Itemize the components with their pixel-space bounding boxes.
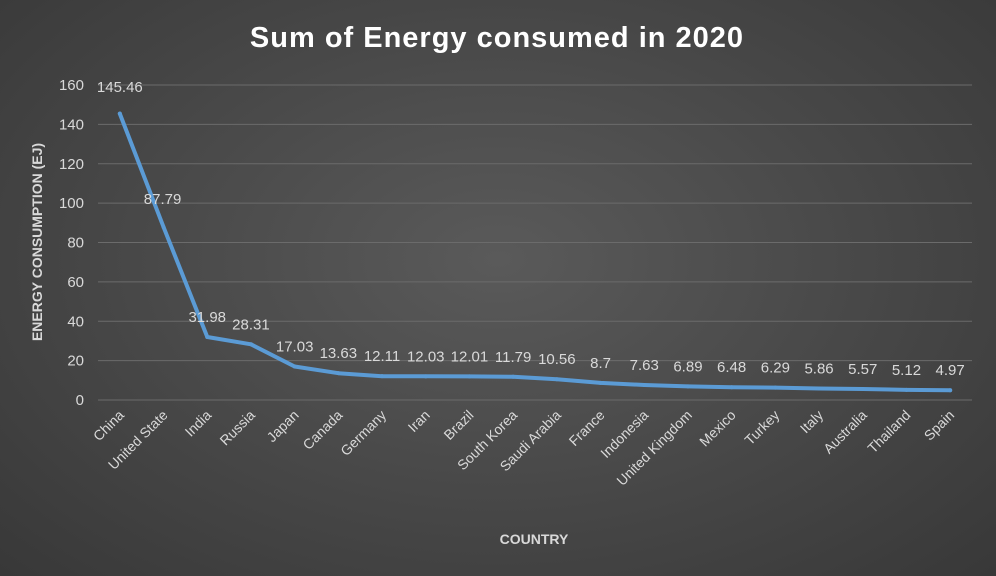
- data-point: [685, 384, 690, 389]
- data-point: [904, 387, 909, 392]
- x-tick-label: Russia: [216, 407, 258, 449]
- data-label: 7.63: [630, 357, 659, 374]
- x-tick-label: China: [90, 407, 127, 444]
- x-tick-label: United Kingdom: [613, 407, 695, 489]
- data-point: [467, 374, 472, 379]
- data-point: [423, 374, 428, 379]
- y-tick-label: 80: [67, 235, 84, 252]
- data-point: [161, 225, 166, 230]
- data-point: [729, 385, 734, 390]
- data-label: 12.01: [451, 348, 489, 365]
- x-tick-label: Brazil: [440, 407, 476, 443]
- data-label: 5.57: [848, 361, 877, 378]
- data-point: [948, 388, 953, 393]
- data-label: 28.31: [232, 316, 270, 333]
- series-line: [117, 111, 953, 393]
- data-label: 145.46: [97, 79, 143, 96]
- data-label: 10.56: [538, 351, 576, 368]
- x-tick-label: Japan: [263, 407, 301, 445]
- series-layer: [117, 111, 953, 393]
- data-label: 4.97: [936, 362, 965, 379]
- data-point: [511, 374, 516, 379]
- y-tick-label: 60: [67, 274, 84, 291]
- data-point: [598, 380, 603, 385]
- data-label: 17.03: [276, 338, 314, 355]
- x-tick-label: Germany: [337, 407, 389, 459]
- data-point: [117, 111, 122, 116]
- gridlines: [98, 84, 972, 401]
- chart-title: Sum of Energy consumed in 2020: [250, 22, 744, 54]
- data-label: 12.03: [407, 348, 445, 365]
- x-tick-label: Mexico: [696, 407, 739, 450]
- y-tick-label: 20: [67, 353, 84, 370]
- x-tick-label: Spain: [921, 407, 958, 444]
- data-label: 6.29: [761, 360, 790, 377]
- data-point: [860, 387, 865, 392]
- data-point: [292, 364, 297, 369]
- y-axis-tick-labels: 0 20 40 60 80 100 120 140 160: [59, 77, 84, 409]
- data-labels: 145.46 87.79 31.98 28.31 17.03 13.63 12.11 12.0…: [97, 79, 965, 379]
- data-point: [380, 374, 385, 379]
- y-tick-label: 120: [59, 156, 84, 173]
- x-tick-label: France: [566, 407, 608, 449]
- data-point: [336, 371, 341, 376]
- data-label: 12.11: [364, 348, 400, 365]
- data-label: 8.7: [590, 355, 611, 372]
- y-tick-label: 100: [59, 195, 84, 212]
- data-point: [817, 386, 822, 391]
- data-label: 5.86: [804, 360, 833, 377]
- data-label: 6.48: [717, 359, 746, 376]
- data-label: 11.79: [495, 349, 531, 366]
- y-tick-label: 140: [59, 116, 84, 133]
- data-label: 31.98: [188, 309, 226, 326]
- x-tick-label: Turkey: [741, 407, 782, 448]
- y-axis-title: ENERGY CONSUMPTION (EJ): [29, 143, 45, 341]
- x-axis-title: COUNTRY: [500, 531, 569, 547]
- x-tick-label: Thailand: [864, 407, 913, 456]
- data-label: 6.89: [673, 358, 702, 375]
- data-point: [205, 335, 210, 340]
- y-tick-label: 0: [76, 392, 84, 409]
- data-label: 87.79: [144, 191, 182, 208]
- x-tick-label: India: [182, 407, 215, 440]
- data-label: 13.63: [320, 345, 358, 362]
- x-tick-label: Australia: [820, 407, 870, 457]
- data-point: [773, 385, 778, 390]
- data-point: [642, 382, 647, 387]
- y-tick-label: 40: [67, 313, 84, 330]
- y-tick-label: 160: [59, 77, 84, 94]
- x-tick-label: Iran: [404, 407, 432, 435]
- data-point: [248, 342, 253, 347]
- data-point: [554, 377, 559, 382]
- data-label: 5.12: [892, 362, 921, 379]
- x-tick-label: Italy: [797, 407, 826, 436]
